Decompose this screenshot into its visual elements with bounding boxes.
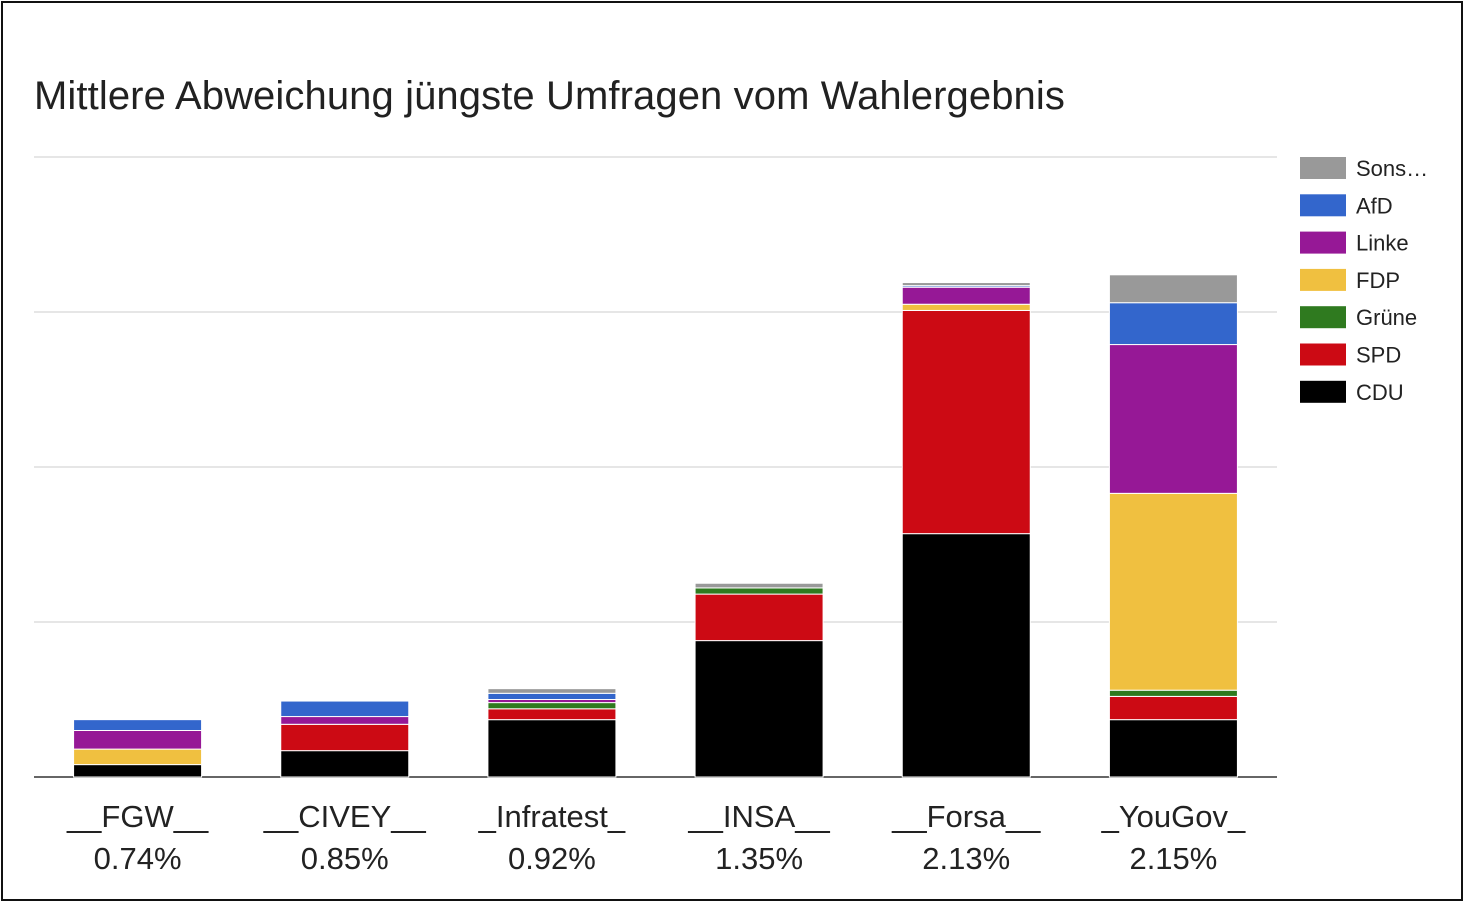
bar-segment-infratest-grüne: [487, 702, 617, 710]
x-tick-label: __INSA__: [687, 799, 830, 834]
x-tick-label: __FGW__: [66, 799, 209, 834]
legend-label-spd: SPD: [1356, 343, 1401, 368]
bar-segment-insa-spd: [694, 593, 824, 642]
x-tick-label: __CIVEY__: [263, 799, 427, 834]
bar-segment-yougov-fdp: [1108, 492, 1238, 691]
legend-label-fdp: FDP: [1356, 268, 1400, 293]
bar-segment-yougov-afd: [1108, 302, 1238, 346]
x-axis-labels: __FGW__ 0.74% __CIVEY__ 0.85% _Infratest_ 0.9…: [66, 799, 1246, 876]
bar-segment-forsa-linke: [901, 286, 1031, 305]
bar-segment-yougov-cdu: [1108, 719, 1238, 778]
x-tick-sublabel: 1.35%: [715, 841, 803, 876]
bar-segment-forsa-cdu: [901, 533, 1031, 778]
x-tick-sublabel: 2.15%: [1129, 841, 1217, 876]
bar-segment-forsa-fdp: [901, 303, 1031, 311]
x-tick-sublabel: 0.74%: [94, 841, 182, 876]
x-tick-sublabel: 2.13%: [922, 841, 1010, 876]
legend-swatch-sons: [1300, 157, 1346, 179]
legend-swatch-grüne: [1300, 306, 1346, 329]
legend: Sons… AfD Linke FDP Grüne SPD CDU: [1300, 156, 1428, 405]
legend-swatch-cdu: [1300, 380, 1346, 403]
bar-segment-yougov-spd: [1108, 695, 1238, 721]
bar-segment-civey-spd: [280, 723, 410, 752]
bar-segment-insa-grüne: [694, 587, 824, 595]
bar-segment-infratest-afd: [487, 692, 617, 700]
bar-segment-infratest-cdu: [487, 719, 617, 778]
bar-segment-civey-cdu: [280, 750, 410, 778]
bar-segment-fgw-fdp: [73, 748, 203, 766]
bar-segment-infratest-spd: [487, 708, 617, 721]
bar-segment-yougov-sons: [1108, 274, 1238, 304]
legend-label-sons: Sons…: [1356, 156, 1428, 181]
legend-label-afd: AfD: [1356, 193, 1393, 218]
bar-segment-forsa-spd: [901, 309, 1031, 535]
legend-swatch-linke: [1300, 231, 1346, 254]
legend-swatch-afd: [1300, 194, 1346, 217]
x-tick-label: _YouGov_: [1101, 799, 1246, 834]
bar-segment-civey-afd: [280, 700, 410, 718]
x-tick-label: _Infratest_: [478, 799, 626, 834]
bar-segment-fgw-afd: [73, 719, 203, 732]
bar-segment-fgw-cdu: [73, 764, 203, 778]
bar-segment-insa-cdu: [694, 640, 824, 778]
bar-segment-forsa-sons: [901, 282, 1031, 287]
bar-segment-infratest-sons: [487, 688, 617, 694]
legend-label-linke: Linke: [1356, 231, 1409, 256]
x-tick-sublabel: 0.85%: [301, 841, 389, 876]
bar-segment-fgw-linke: [73, 730, 203, 750]
bar-segment-civey-linke: [280, 716, 410, 725]
bar-segment-yougov-linke: [1108, 344, 1238, 494]
bar-segment-yougov-grüne: [1108, 689, 1238, 697]
legend-swatch-spd: [1300, 343, 1346, 366]
bar-segment-insa-sons: [694, 582, 824, 589]
x-tick-sublabel: 0.92%: [508, 841, 596, 876]
legend-label-grüne: Grüne: [1356, 305, 1417, 330]
chart-title: Mittlere Abweichung jüngste Umfragen vom…: [34, 74, 1065, 118]
x-tick-label: __Forsa__: [891, 799, 1041, 834]
gridlines: [34, 156, 1277, 778]
legend-swatch-fdp: [1300, 268, 1346, 291]
legend-label-cdu: CDU: [1356, 380, 1404, 405]
bars: [73, 274, 1238, 778]
